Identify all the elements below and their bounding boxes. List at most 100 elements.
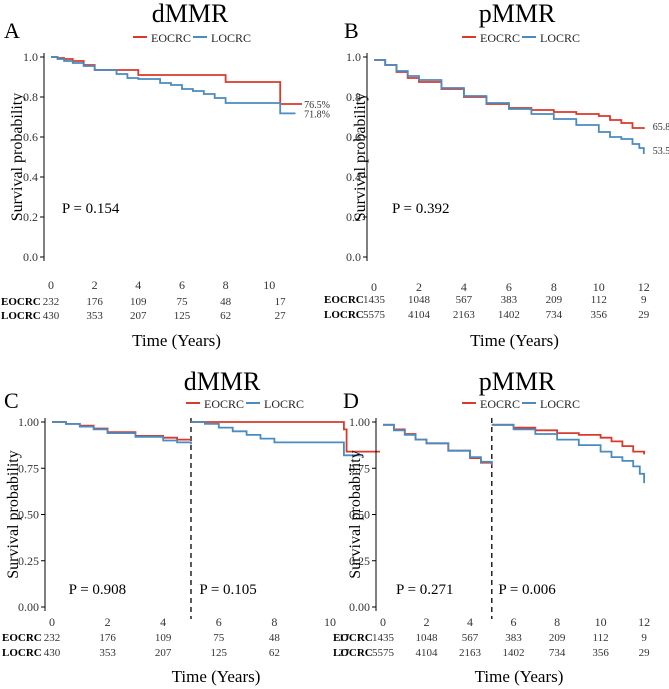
p-value-label: P = 0.271 xyxy=(396,582,454,598)
end-survival-label: 53.5% xyxy=(653,146,669,157)
risk-table-value: 109 xyxy=(155,632,172,644)
risk-table-value: 75 xyxy=(213,632,225,644)
risk-table-value: 9 xyxy=(641,294,647,306)
legend-label-locrc: LOCRC xyxy=(540,397,580,411)
km-curve-locrc xyxy=(191,421,364,457)
risk-table-value: 48 xyxy=(269,632,281,644)
legend: EOCRC LOCRC xyxy=(462,31,580,45)
x-axis-label: Time (Years) xyxy=(475,667,564,686)
legend-label-locrc: LOCRC xyxy=(540,31,580,45)
risk-table-value: 383 xyxy=(501,294,518,306)
risk-table-value: 430 xyxy=(43,310,60,322)
risk-table-value: 353 xyxy=(99,647,116,659)
risk-table-value: 48 xyxy=(220,296,232,308)
y-tick-label: 0.2 xyxy=(23,210,38,224)
risk-table-value: 176 xyxy=(99,632,116,644)
y-tick-label: 0.25 xyxy=(349,554,370,568)
legend-label-eocrc: EOCRC xyxy=(151,31,191,45)
x-tick-label: 6 xyxy=(179,278,185,292)
risk-table-value: 4104 xyxy=(416,647,439,659)
panel-letter: A xyxy=(4,18,20,43)
risk-table-row-label: LOCRC xyxy=(333,647,373,659)
y-tick-label: 0.8 xyxy=(23,90,38,104)
risk-table-value: 112 xyxy=(591,294,607,306)
x-tick-label: 10 xyxy=(595,615,607,629)
p-value-label: P = 0.908 xyxy=(69,582,127,598)
x-axis-label: Time (Years) xyxy=(172,667,261,686)
x-tick-label: 8 xyxy=(223,278,229,292)
y-tick-label: 0.8 xyxy=(346,90,361,104)
risk-table-value: 125 xyxy=(211,647,228,659)
risk-table-value: 1048 xyxy=(416,632,439,644)
risk-table-row-label: LOCRC xyxy=(1,310,41,322)
risk-table-row-label: EOCRC xyxy=(2,632,42,644)
x-tick-label: 0 xyxy=(49,615,55,629)
y-tick-label: 1.00 xyxy=(18,415,39,429)
legend-label-eocrc: EOCRC xyxy=(480,397,520,411)
x-tick-label: 4 xyxy=(467,615,473,629)
x-tick-label: 8 xyxy=(554,615,560,629)
x-tick-label: 2 xyxy=(416,280,422,294)
km-curve-locrc xyxy=(491,423,645,484)
y-tick-label: 0.00 xyxy=(349,600,370,614)
risk-table-value: 17 xyxy=(338,632,350,644)
x-tick-label: 10 xyxy=(593,280,605,294)
risk-table-value: 5575 xyxy=(372,647,395,659)
y-axis-label: Survival probability xyxy=(9,93,26,221)
end-survival-label: 76.5% xyxy=(304,100,330,111)
risk-table-value: 567 xyxy=(462,632,479,644)
km-curve-eocrc xyxy=(491,423,645,455)
risk-table-value: 1048 xyxy=(408,294,431,306)
y-tick-label: 0.0 xyxy=(23,250,38,264)
risk-table-value: 4104 xyxy=(408,309,431,321)
y-axis-label: Survival probability xyxy=(352,93,369,221)
km-curve-eocrc xyxy=(374,59,645,129)
x-tick-label: 0 xyxy=(380,615,386,629)
end-survival-label: 65.8% xyxy=(653,122,669,133)
x-tick-label: 6 xyxy=(511,615,517,629)
risk-table-value: 1435 xyxy=(363,294,386,306)
risk-table-value: 209 xyxy=(549,632,566,644)
km-curve-eocrc xyxy=(191,421,380,453)
risk-table-value: 109 xyxy=(130,296,147,308)
y-tick-label: 0.4 xyxy=(346,170,361,184)
risk-table-value: 356 xyxy=(591,309,608,321)
x-tick-label: 2 xyxy=(424,615,430,629)
risk-table-value: 2163 xyxy=(459,647,482,659)
y-tick-label: 0.4 xyxy=(23,170,38,184)
p-value-label: P = 0.154 xyxy=(62,201,120,217)
risk-table-value: 9 xyxy=(641,632,647,644)
risk-table-value: 1435 xyxy=(372,632,395,644)
y-tick-label: 0.25 xyxy=(18,554,39,568)
km-curve-locrc xyxy=(383,423,493,465)
p-value-label: P = 0.392 xyxy=(392,201,450,217)
x-tick-label: 8 xyxy=(271,615,277,629)
panel-letter: C xyxy=(4,388,19,413)
risk-table-value: 62 xyxy=(220,310,231,322)
risk-table-value: 1402 xyxy=(498,309,520,321)
risk-table-value: 1402 xyxy=(503,647,525,659)
y-tick-label: 0.0 xyxy=(346,250,361,264)
y-tick-label: 1.00 xyxy=(349,415,370,429)
x-tick-label: 12 xyxy=(638,280,650,294)
km-curve-locrc xyxy=(51,56,296,115)
x-tick-label: 2 xyxy=(105,615,111,629)
panel-B: pMMR B EOCRC LOCRC 0.0 0.2 0.4 0.6 0.8 1.0 Surviva… xyxy=(324,0,669,350)
legend-label-locrc: LOCRC xyxy=(211,31,251,45)
risk-table-value: 209 xyxy=(546,294,563,306)
x-tick-label: 0 xyxy=(371,280,377,294)
risk-table-value: 232 xyxy=(43,296,60,308)
y-tick-label: 0.6 xyxy=(23,130,38,144)
risk-table-value: 383 xyxy=(505,632,522,644)
panel-C: dMMR C EOCRC LOCRC 0.00 0.25 0.50 0.75 1.00 Survi… xyxy=(2,367,380,686)
risk-table-row-label: LOCRC xyxy=(324,309,364,321)
legend-label-eocrc: EOCRC xyxy=(480,31,520,45)
y-axis-label: Survival probability xyxy=(5,450,22,578)
panel-title: dMMR xyxy=(184,367,261,396)
y-tick-label: 0.50 xyxy=(18,508,39,522)
km-curve-locrc xyxy=(52,421,192,445)
y-tick-label: 0.50 xyxy=(349,508,370,522)
y-tick-label: 0.2 xyxy=(346,210,361,224)
p-value-label: P = 0.105 xyxy=(199,582,256,598)
p-value-label: P = 0.006 xyxy=(498,582,556,598)
